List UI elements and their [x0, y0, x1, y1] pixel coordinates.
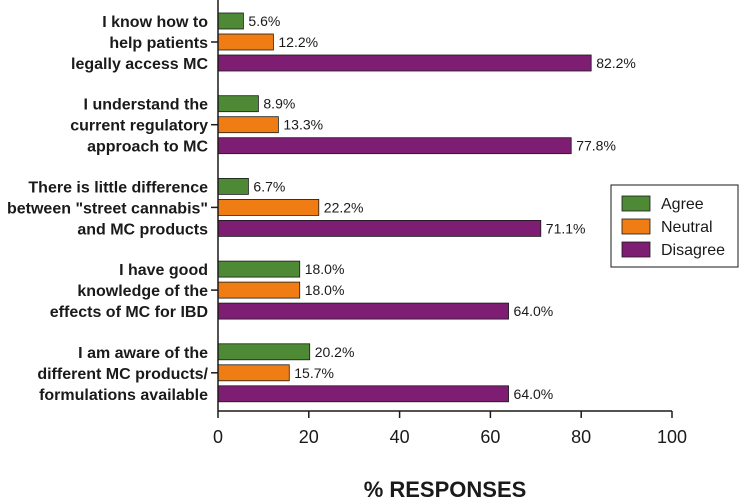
- category-label-line: I have good: [119, 262, 208, 279]
- category-label-line: I know how to: [102, 14, 208, 31]
- bar-value-label: 71.1%: [546, 220, 586, 236]
- x-tick-label: 80: [571, 427, 591, 447]
- bar-value-label: 13.3%: [283, 117, 323, 133]
- category-label-line: effects of MC for IBD: [50, 304, 208, 321]
- bar-value-label: 12.2%: [278, 34, 318, 50]
- bar-disagree: [217, 54, 592, 72]
- bars-group: [217, 12, 592, 403]
- category-label-line: knowledge of the: [77, 283, 208, 300]
- bar-disagree: [217, 385, 509, 403]
- bar-value-label: 82.2%: [596, 55, 636, 71]
- legend-swatch-disagree: [621, 241, 651, 258]
- category-label-line: There is little difference: [28, 179, 208, 196]
- bar-value-label: 6.7%: [253, 178, 285, 194]
- category-label-line: approach to MC: [87, 139, 208, 156]
- bar-value-label: 8.9%: [263, 96, 295, 112]
- category-label-line: current regulatory: [70, 118, 208, 135]
- bar-agree: [217, 177, 249, 195]
- bar-value-label: 5.6%: [248, 13, 280, 29]
- legend-label-agree: Agree: [661, 196, 704, 213]
- category-label-line: and MC products: [77, 221, 208, 238]
- x-tick-label: 20: [299, 427, 319, 447]
- bar-neutral: [217, 364, 290, 382]
- bar-neutral: [217, 198, 320, 216]
- x-ticks-group: 0 20 40 60 80 100: [213, 411, 687, 447]
- bar-agree: [217, 343, 311, 361]
- legend-label-disagree: Disagree: [661, 242, 725, 259]
- bar-value-label: 22.2%: [324, 199, 364, 215]
- category-label-line: help patients: [109, 35, 208, 52]
- bar-neutral: [217, 33, 274, 51]
- x-tick-label: 60: [480, 427, 500, 447]
- bar-value-label: 77.8%: [576, 138, 616, 154]
- bar-neutral: [217, 116, 279, 134]
- bar-disagree: [217, 219, 542, 237]
- x-tick-label: 0: [213, 427, 223, 447]
- category-label-line: legally access MC: [71, 56, 208, 73]
- category-label-line: different MC products/: [37, 366, 208, 383]
- bar-value-label: 64.0%: [514, 386, 554, 402]
- value-labels-group: 5.6% 12.2% 82.2% 8.9% 13.3% 77.8% 6.7% 22.2% 71.…: [248, 13, 635, 402]
- bar-agree: [217, 260, 301, 278]
- x-tick-label: 40: [390, 427, 410, 447]
- category-label-line: between "street cannabis": [7, 200, 208, 217]
- x-axis-title: % RESPONSES: [364, 477, 527, 502]
- bar-value-label: 18.0%: [305, 261, 345, 277]
- legend-swatch-agree: [621, 195, 651, 212]
- category-label-line: formulations available: [39, 387, 208, 404]
- x-tick-label: 100: [657, 427, 687, 447]
- category-labels-group: I know how to help patients legally access…: [7, 14, 218, 404]
- bar-agree: [217, 12, 244, 30]
- category-label-line: I understand the: [84, 97, 209, 114]
- bar-value-label: 15.7%: [294, 365, 334, 381]
- bar-value-label: 64.0%: [514, 303, 554, 319]
- legend: Agree Neutral Disagree: [610, 184, 739, 268]
- category-label-line: I am aware of the: [78, 345, 208, 362]
- bar-agree: [217, 95, 259, 113]
- legend-swatch-neutral: [621, 218, 651, 235]
- legend-label-neutral: Neutral: [661, 219, 713, 236]
- bar-neutral: [217, 281, 301, 299]
- bar-disagree: [217, 137, 572, 155]
- bar-disagree: [217, 302, 509, 320]
- bar-value-label: 18.0%: [305, 282, 345, 298]
- axes-group: [217, 0, 672, 412]
- bar-value-label: 20.2%: [315, 344, 355, 360]
